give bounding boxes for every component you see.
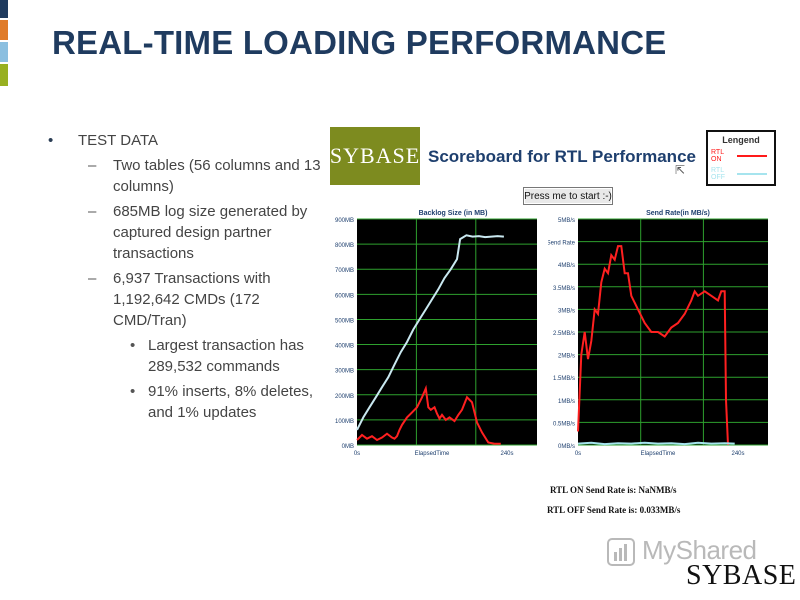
scoreboard-panel: SYBASE Scoreboard for RTL Performance ⇱ … [330,125,790,520]
y-tick-label: 3.5MB/s [553,286,575,292]
series-line-rtl-on [577,245,729,446]
y-tick-label: 5MB/s [558,218,575,224]
x-axis-label: ElapsedTime [415,451,450,457]
legend-label-rtl-off: RTL OFF [711,167,725,181]
bullet-largest-transaction: Largest transaction has 289,532 commands [48,335,323,377]
mouse-cursor-icon: ⇱ [675,163,686,177]
slide-title: REAL-TIME LOADING PERFORMANCE [52,24,667,61]
backlog-chart: 0MB 100MB 200MB 300MB 400MB 500MB 600MB 700MB 80… [335,218,537,457]
legend-title: Lengend [722,135,760,145]
watermark-text: MyShared [642,535,757,565]
x-tick-label: 0s [354,451,360,457]
bullet-list: TEST DATA Two tables (56 columns and 13 … [48,130,323,427]
legend-swatch-rtl-off [737,173,767,175]
accent-bar-4 [0,64,8,86]
y-tick-label: 500MB [335,318,354,324]
y-tick-label: 200MB [335,394,354,400]
y-tick-label: 600MB [335,293,354,299]
legend-swatch-rtl-on [737,155,767,157]
y-tick-label: 100MB [335,419,354,425]
y-tick-label: 2.5MB/s [553,331,575,337]
y-tick-label: 3MB/s [558,308,575,314]
scoreboard-title: Scoreboard for RTL Performance [428,147,696,166]
y-tick-label: 0MB/s [558,444,575,450]
start-button[interactable]: Press me to start :-) [523,187,613,205]
y-tick-label: 2MB/s [558,354,575,360]
y-tick-label: 1.5MB/s [553,376,575,382]
legend-label-rtl-on: RTL ON [711,149,724,163]
y-tick-label: 400MB [335,344,354,350]
rtl-off-send-rate: RTL OFF Send Rate is: 0.033MB/s [547,505,681,515]
bullet-two-tables: Two tables (56 columns and 13 columns) [48,155,323,197]
bullet-operation-mix: 91% inserts, 8% deletes, and 1% updates [48,381,323,423]
y-tick-label: 800MB [335,243,354,249]
x-axis-label: ElapsedTime [641,451,676,457]
chart-plot-area [357,219,537,445]
y-tick-label: Send Rate [548,241,576,247]
x-tick-label: 240s [500,451,513,457]
bullet-log-size: 685MB log size generated by captured des… [48,201,323,264]
watermark-icon [607,538,635,566]
series-line-rtl-on [356,384,501,445]
legend-item-rtl-off: RTL OFF [711,167,774,181]
sendrate-chart-title: Send Rate(in MB/s) [646,210,710,217]
x-tick-label: 240s [731,451,744,457]
corporate-logo: SYBASE [686,560,797,591]
y-tick-label: 0.5MB/s [553,421,575,427]
x-tick-label: 0s [575,451,581,457]
series-line-rtl-off [577,441,735,446]
rtl-on-send-rate: RTL ON Send Rate is: NaNMB/s [550,485,677,495]
y-tick-label: 900MB [335,218,354,224]
y-tick-label: 0MB [342,444,354,450]
legend: Lengend RTL ON RTL OFF [706,130,776,186]
sybase-logo: SYBASE [330,127,420,185]
bullet-transactions: 6,937 Transactions with 1,192,642 CMDs (… [48,268,323,331]
accent-bar-1 [0,0,8,18]
backlog-chart-title: Backlog Size (in MB) [418,210,488,217]
accent-bar-2 [0,20,8,40]
y-tick-label: 1MB/s [558,399,575,405]
y-tick-label: 300MB [335,369,354,375]
y-tick-label: 4MB/s [558,263,575,269]
y-tick-label: 700MB [335,268,354,274]
sendrate-chart: 0MB/s 0.5MB/s 1MB/s 1.5MB/s 2MB/s 2.5MB/s 3MB/… [548,218,768,457]
series-line-rtl-off [356,234,504,431]
accent-bar-3 [0,42,8,62]
legend-item-rtl-on: RTL ON [711,149,774,163]
bullet-test-data: TEST DATA [48,130,323,151]
